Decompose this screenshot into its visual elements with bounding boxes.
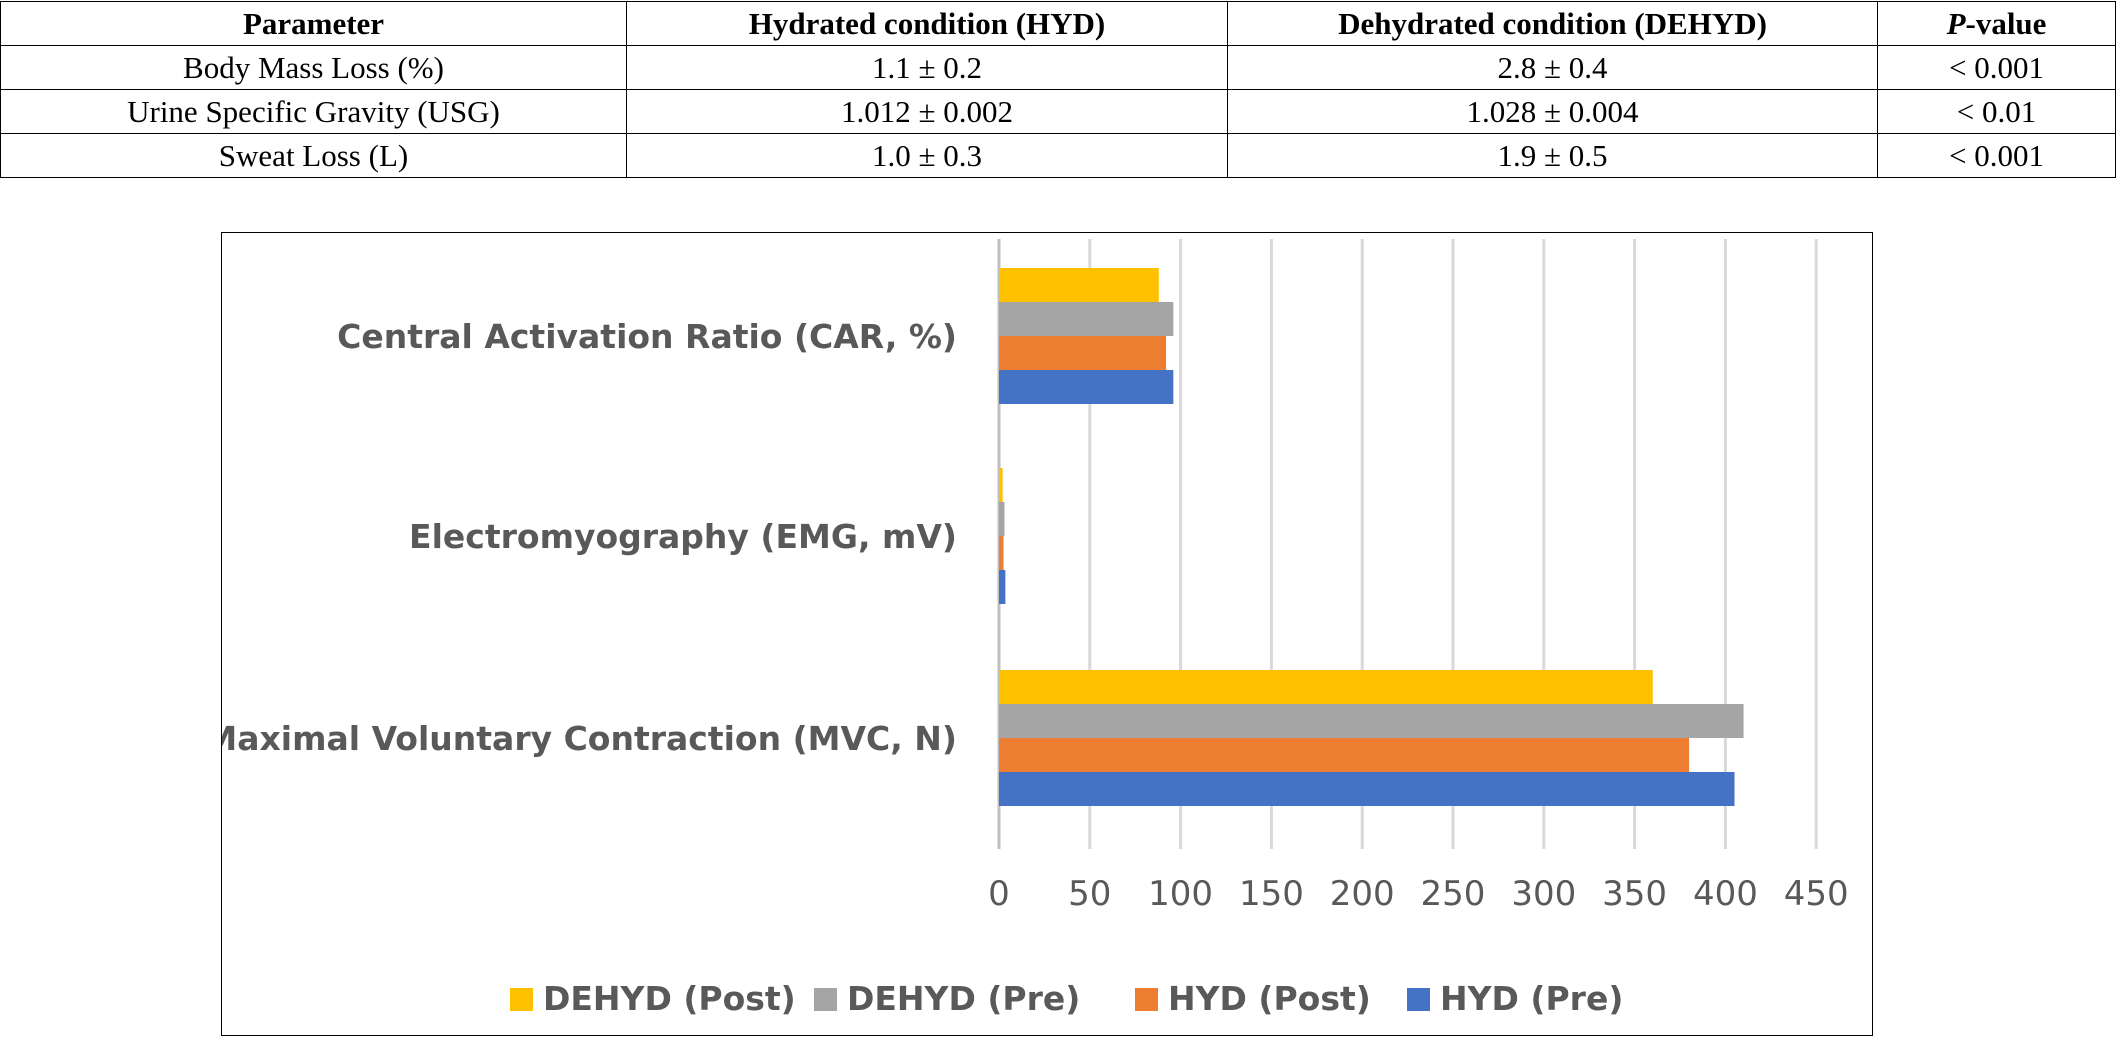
x-tick-label: 250: [1421, 874, 1486, 914]
legend-swatch: [510, 988, 533, 1011]
cell-parameter: Body Mass Loss (%): [0, 45, 627, 90]
cell-hyd: 1.0 ± 0.3: [626, 133, 1228, 178]
bar: [999, 468, 1003, 502]
bar: [999, 302, 1174, 336]
legend: DEHYD (Post) DEHYD (Pre) HYD (Post) HYD (Pr…: [510, 979, 1623, 1018]
cell-p-value: < 0.01: [1877, 89, 2116, 134]
legend-swatch: [1407, 988, 1430, 1011]
x-tick-label: 350: [1602, 874, 1667, 914]
bar: [999, 570, 1006, 604]
legend-swatch: [1135, 988, 1158, 1011]
header-dehyd: Dehydrated condition (DEHYD): [1227, 1, 1878, 46]
table-row: Urine Specific Gravity (USG) 1.012 ± 0.0…: [0, 89, 2116, 134]
header-hyd: Hydrated condition (HYD): [626, 1, 1228, 46]
bar: [999, 336, 1167, 370]
table-row: Body Mass Loss (%) 1.1 ± 0.2 2.8 ± 0.4 <…: [0, 45, 2116, 90]
legend-label: DEHYD (Pre): [847, 979, 1080, 1018]
header-p-italic: P: [1946, 6, 1966, 41]
bar: [999, 772, 1735, 806]
cell-hyd: 1.1 ± 0.2: [626, 45, 1228, 90]
bar: [999, 536, 1004, 570]
category-label: Central Activation Ratio (CAR, %): [337, 317, 957, 356]
header-p-rest: -value: [1965, 6, 2047, 41]
x-tick-label: 200: [1330, 874, 1395, 914]
x-tick-label: 300: [1511, 874, 1576, 914]
header-parameter: Parameter: [0, 1, 627, 46]
x-tick-label: 50: [1068, 874, 1111, 914]
legend-label: HYD (Post): [1168, 979, 1371, 1018]
bar: [999, 670, 1653, 704]
category-label: Electromyography (EMG, mV): [409, 517, 957, 556]
x-tick-label: 0: [988, 874, 1010, 914]
table-row: Sweat Loss (L) 1.0 ± 0.3 1.9 ± 0.5 < 0.0…: [0, 133, 2116, 178]
category-label: Maximal Voluntary Contraction (MVC, N): [222, 719, 957, 758]
cell-dehyd: 1.9 ± 0.5: [1227, 133, 1878, 178]
bar: [999, 268, 1159, 302]
legend-swatch: [814, 988, 837, 1011]
chart-frame: Central Activation Ratio (CAR, %) Electro…: [204, 232, 1873, 1036]
table-header-row: Parameter Hydrated condition (HYD) Dehyd…: [0, 1, 2116, 46]
bar-chart: Central Activation Ratio (CAR, %) Electro…: [204, 239, 1849, 1018]
parameters-table: Parameter Hydrated condition (HYD) Dehyd…: [0, 1, 2116, 178]
x-tick-label: 450: [1784, 874, 1849, 914]
bar: [999, 738, 1690, 772]
x-tick-label: 400: [1693, 874, 1758, 914]
x-tick-label: 100: [1148, 874, 1213, 914]
cell-parameter: Sweat Loss (L): [0, 133, 627, 178]
category-labels: Central Activation Ratio (CAR, %) Electro…: [204, 317, 957, 758]
cell-p-value: < 0.001: [1877, 45, 2116, 90]
x-tick-labels: 0 50 100 150 200 250 300 350 400 450: [988, 874, 1848, 914]
legend-label: DEHYD (Post): [543, 979, 796, 1018]
bar: [999, 502, 1005, 536]
cell-dehyd: 1.028 ± 0.004: [1227, 89, 1878, 134]
header-p-value: P-value: [1877, 1, 2116, 46]
x-tick-label: 150: [1239, 874, 1304, 914]
cell-parameter: Urine Specific Gravity (USG): [0, 89, 627, 134]
bars: [999, 268, 1744, 806]
cell-hyd: 1.012 ± 0.002: [626, 89, 1228, 134]
legend-label: HYD (Pre): [1440, 979, 1623, 1018]
bar: [999, 370, 1174, 404]
bar: [999, 704, 1744, 738]
cell-dehyd: 2.8 ± 0.4: [1227, 45, 1878, 90]
cell-p-value: < 0.001: [1877, 133, 2116, 178]
